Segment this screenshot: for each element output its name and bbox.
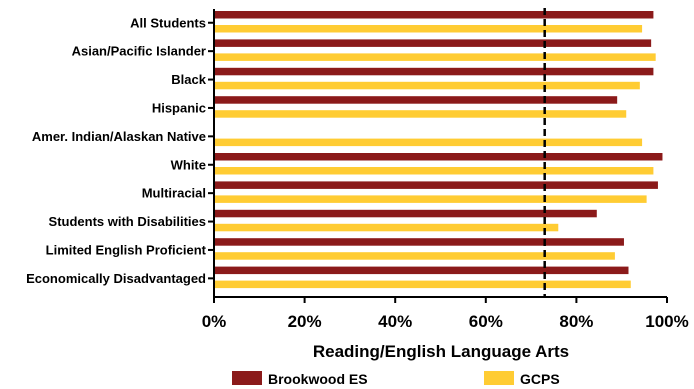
category-label: Economically Disadvantaged bbox=[26, 271, 206, 286]
legend-swatch-gcps bbox=[484, 371, 514, 385]
bar-gcps-9 bbox=[214, 280, 631, 289]
bar-gcps-8 bbox=[214, 252, 615, 260]
x-tick-labels: 0% 20% 40% 60% 80% 100% bbox=[202, 312, 689, 331]
x-tick-label: 60% bbox=[469, 312, 503, 331]
bar-brookwood-7 bbox=[214, 209, 597, 218]
bar-brookwood-5 bbox=[214, 153, 663, 161]
category-label: Students with Disabilities bbox=[49, 214, 206, 229]
category-label: White bbox=[171, 157, 206, 172]
category-labels: All Students Asian/Pacific Islander Black H… bbox=[26, 15, 207, 286]
x-tick-label: 40% bbox=[378, 312, 412, 331]
bar-gcps-5 bbox=[214, 167, 654, 175]
bar-brookwood-9 bbox=[214, 266, 629, 275]
bar-brookwood-3 bbox=[214, 96, 618, 104]
bar-brookwood-0 bbox=[214, 11, 654, 19]
bar-gcps-3 bbox=[214, 110, 627, 118]
bar-gcps-6 bbox=[214, 195, 647, 203]
x-tick-label: 0% bbox=[202, 312, 227, 331]
category-label: Hispanic bbox=[152, 100, 206, 115]
axes-group bbox=[208, 8, 668, 303]
category-label: Asian/Pacific Islander bbox=[72, 44, 206, 59]
legend-swatch-brookwood bbox=[232, 371, 262, 385]
bar-gcps-0 bbox=[214, 25, 643, 33]
bars-group bbox=[214, 11, 663, 289]
bar-gcps-1 bbox=[214, 53, 656, 61]
x-axis-title: Reading/English Language Arts bbox=[313, 342, 569, 361]
x-tick-label: 20% bbox=[288, 312, 322, 331]
bar-brookwood-6 bbox=[214, 181, 658, 189]
category-label: Amer. Indian/Alaskan Native bbox=[32, 129, 206, 144]
category-label: Multiracial bbox=[142, 186, 206, 201]
bar-gcps-7 bbox=[214, 223, 559, 232]
category-label: Black bbox=[171, 72, 206, 87]
bar-gcps-2 bbox=[214, 81, 640, 90]
bar-brookwood-8 bbox=[214, 238, 624, 246]
bar-gcps-4 bbox=[214, 138, 643, 147]
legend-label-gcps: GCPS bbox=[520, 371, 560, 387]
x-tick-label: 80% bbox=[559, 312, 593, 331]
bar-brookwood-1 bbox=[214, 39, 652, 47]
category-label: Limited English Proficient bbox=[46, 242, 207, 257]
bar-brookwood-2 bbox=[214, 67, 654, 76]
category-label: All Students bbox=[130, 15, 206, 30]
x-tick-label: 100% bbox=[645, 312, 688, 331]
legend-label-brookwood: Brookwood ES bbox=[268, 371, 368, 387]
legend: Brookwood ES GCPS bbox=[232, 371, 560, 387]
